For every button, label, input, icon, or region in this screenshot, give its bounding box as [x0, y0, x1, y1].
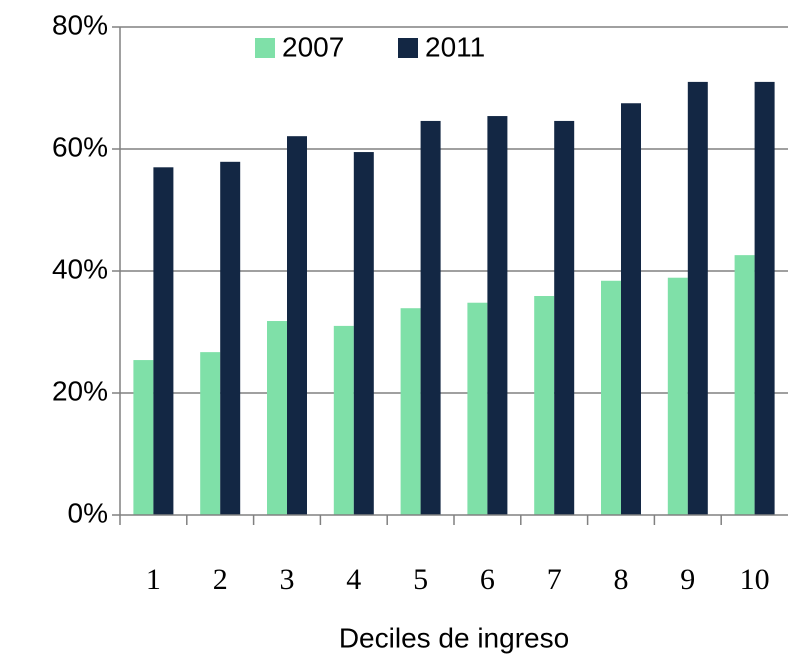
bar — [534, 296, 555, 515]
bar — [153, 167, 174, 516]
bar — [754, 81, 775, 516]
x-tick-label: 3 — [280, 563, 295, 596]
x-tick-label: 5 — [413, 563, 428, 596]
legend-swatch — [398, 38, 418, 58]
bar — [220, 161, 241, 515]
bar — [400, 308, 421, 515]
bar — [667, 277, 688, 515]
bar — [601, 280, 621, 515]
x-axis-title: Deciles de ingreso — [339, 622, 569, 653]
x-tick-label: 6 — [480, 563, 495, 596]
x-tick-label: 1 — [146, 563, 161, 596]
y-tick-label: 40% — [52, 253, 108, 284]
bar — [267, 321, 287, 515]
bar — [734, 255, 755, 515]
bar — [467, 302, 488, 515]
bar — [554, 120, 575, 515]
bar — [687, 81, 708, 516]
bar — [133, 360, 154, 515]
bar — [487, 116, 508, 515]
x-tick-label: 4 — [346, 563, 361, 596]
x-tick-label: 2 — [213, 563, 228, 596]
legend-swatch — [255, 38, 275, 58]
y-tick-label: 60% — [52, 131, 108, 162]
bar — [333, 325, 354, 515]
x-tick-label: 7 — [547, 563, 562, 596]
y-tick-label: 0% — [68, 497, 108, 528]
bar — [420, 120, 441, 515]
x-tick-label: 9 — [680, 563, 695, 596]
y-tick-label: 80% — [52, 9, 108, 40]
x-tick-label: 10 — [740, 563, 770, 596]
bar — [621, 103, 641, 515]
legend-label: 2011 — [425, 31, 485, 62]
bar — [287, 136, 307, 515]
legend-label: 2007 — [282, 31, 344, 62]
bar — [353, 152, 374, 516]
y-tick-label: 20% — [52, 375, 108, 406]
x-tick-label: 8 — [614, 563, 629, 596]
bar — [200, 352, 221, 515]
